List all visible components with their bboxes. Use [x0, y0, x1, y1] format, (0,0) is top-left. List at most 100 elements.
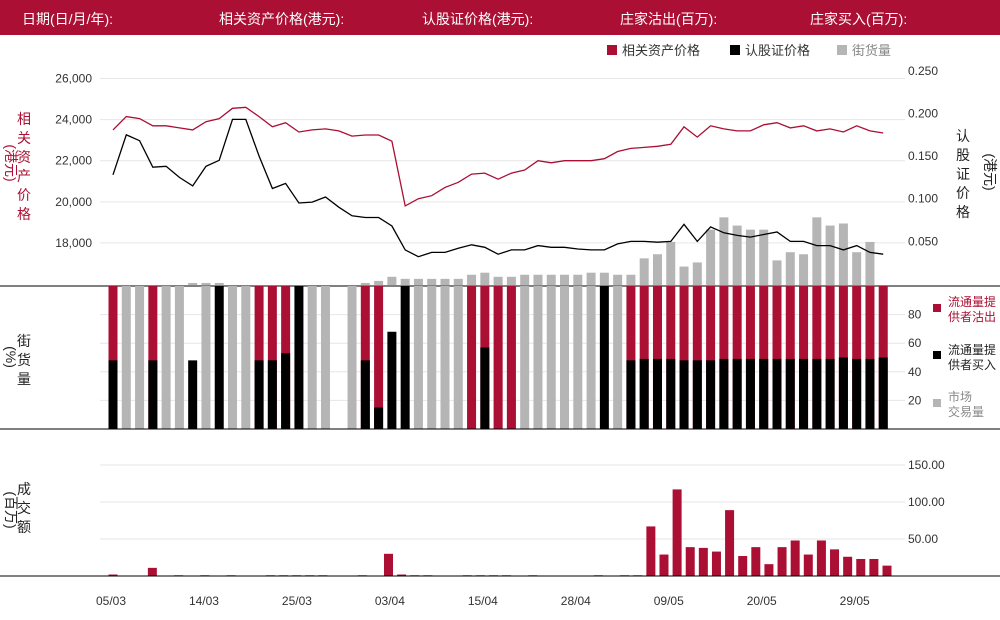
lp-buy-bar [878, 357, 888, 429]
turnover-bar [869, 558, 879, 576]
market-volume-bar [347, 286, 357, 429]
lp-sell-bar [825, 286, 835, 429]
street-volume-bar [560, 274, 570, 285]
header-bar: 日期(日/月/年): 相关资产价格(港元): 认股证价格(港元): 庄家沽出(百… [0, 0, 1000, 35]
legend-market-label-1: 市场 [948, 389, 972, 404]
street-volume-bar [374, 280, 384, 285]
underlying-axis-unit: (港元) [3, 144, 19, 181]
holding-tick-label: 40 [908, 365, 922, 379]
turnover-panel-grid [100, 464, 905, 540]
street-volume-bar [533, 274, 543, 285]
price-panel-grid [100, 78, 905, 244]
lp-sell-bar [719, 286, 729, 429]
market-volume-bar [174, 286, 184, 429]
lp-sell-bar [108, 286, 118, 429]
holding-axis-unit: (%) [3, 346, 19, 368]
lp-buy-bar [852, 358, 862, 429]
lp-buy-bar [267, 360, 277, 429]
lp-buy-bar [188, 360, 198, 429]
x-axis-label: 03/04 [375, 594, 405, 608]
x-axis-label: 15/04 [468, 594, 498, 608]
underlying-price-line [112, 106, 884, 207]
lp-sell-bar [692, 286, 702, 429]
street-volume-bar [732, 225, 742, 285]
lp-buy-bar [626, 360, 636, 429]
turnover-bar [147, 567, 157, 576]
street-volume-bar [666, 241, 676, 285]
market-volume-bar [161, 286, 171, 429]
street-volume-bar [812, 217, 822, 285]
lp-sell-bar [785, 286, 795, 429]
street-volume-bar [613, 274, 623, 285]
turnover-bar [108, 574, 118, 576]
lp-buy-bar [400, 286, 410, 429]
street-volume-bar [838, 223, 848, 285]
warrant-price-line [112, 118, 884, 258]
street-volume-bar [201, 282, 211, 285]
street-volume-bar [652, 254, 662, 285]
lp-buy-bar [732, 358, 742, 429]
turnover-bar [397, 574, 407, 576]
street-volume-bar [546, 274, 556, 285]
lp-buy-bar [652, 358, 662, 429]
x-axis-label: 28/04 [561, 594, 591, 608]
street-volume-bar [360, 282, 370, 285]
holding-axis-title-text: 街货量 [17, 333, 31, 387]
lp-buy-bar [785, 358, 795, 429]
holding-bars [108, 286, 888, 429]
lp-buy-bar [745, 358, 755, 429]
lp-sell-bar [759, 286, 769, 429]
lp-sell-bar [493, 286, 503, 429]
warrant-tick-label: 0.200 [908, 106, 938, 120]
street-volume-bar [520, 274, 530, 285]
lp-buy-bar [214, 286, 224, 429]
lp-buy-bar [706, 360, 716, 429]
lp-buy-bar [666, 358, 676, 429]
street-volume-bar [626, 274, 636, 285]
market-volume-bar [413, 286, 423, 429]
legend-buy-label-2: 供者买入 [948, 358, 996, 372]
market-volume-bar [573, 286, 583, 429]
turnover-bar [790, 540, 800, 576]
holding-tick-label: 80 [908, 308, 922, 322]
warrant-axis-ticks: 0.250 0.200 0.150 0.100 0.050 [908, 64, 938, 249]
lp-sell-bar [706, 286, 716, 429]
street-volume-bar [799, 254, 809, 285]
turnover-bars [108, 489, 892, 576]
market-volume-bar [586, 286, 596, 429]
legend-underlying-label: 相关资产价格 [622, 43, 700, 58]
turnover-bar [383, 553, 393, 576]
x-axis-label: 20/05 [747, 594, 777, 608]
turnover-bar [803, 554, 813, 576]
market-volume-bar [520, 286, 530, 429]
turnover-bar [725, 510, 735, 576]
holding-legend: 流通量提 供者沽出 流通量提 供者买入 市场 交易量 [933, 294, 996, 419]
warrant-tick-label: 0.050 [908, 234, 938, 248]
turnover-bar [856, 558, 866, 576]
lp-sell-bar [865, 286, 875, 429]
market-volume-bar [320, 286, 330, 429]
header-sell-label: 庄家沽出(百万): [620, 11, 718, 27]
header-underlying-price-label: 相关资产价格(港元): [219, 11, 345, 27]
market-volume-bar [307, 286, 317, 429]
header-warrant-price-label: 认股证价格(港元): [422, 11, 534, 27]
street-volume-bar [480, 272, 490, 285]
street-volume-bar [573, 274, 583, 285]
market-volume-bar [453, 286, 463, 429]
lp-sell-bar [254, 286, 264, 429]
street-volume-bar [759, 229, 769, 285]
lp-buy-bar [825, 358, 835, 429]
legend-market-label-2: 交易量 [948, 404, 984, 419]
street-volume-bar [440, 278, 450, 285]
street-volume-bar [719, 217, 729, 285]
turnover-bar [659, 554, 669, 576]
street-volume-bar [865, 241, 875, 285]
turnover-bar [816, 540, 826, 576]
street-volume-bar [467, 274, 477, 285]
lp-buy-bar [148, 360, 158, 429]
turnover-bar [777, 547, 787, 576]
street-volume-bar [400, 278, 410, 285]
market-volume-bar [427, 286, 437, 429]
lp-buy-bar [865, 358, 875, 429]
